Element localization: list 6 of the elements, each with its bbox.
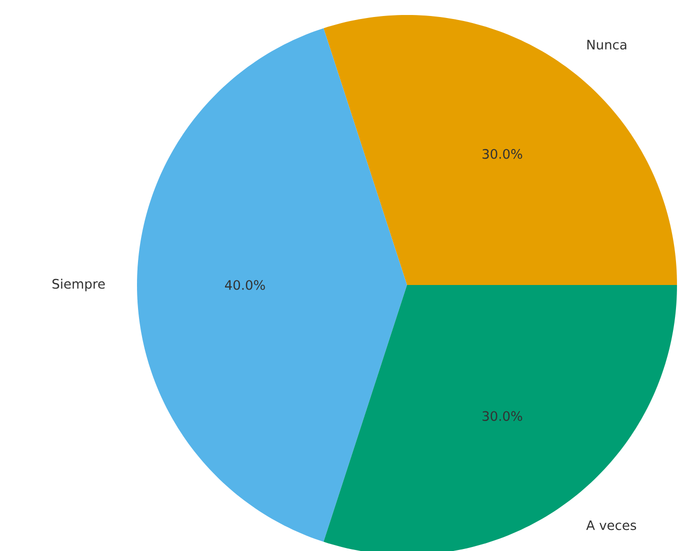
slice-label: Siempre	[52, 278, 105, 292]
slice-label: Nunca	[587, 40, 626, 50]
data-label: 30.0%	[482, 411, 522, 421]
slice-label: A veces	[586, 520, 636, 530]
data-label: 40.0%	[224, 280, 265, 290]
data-label: 30.0%	[482, 149, 522, 159]
